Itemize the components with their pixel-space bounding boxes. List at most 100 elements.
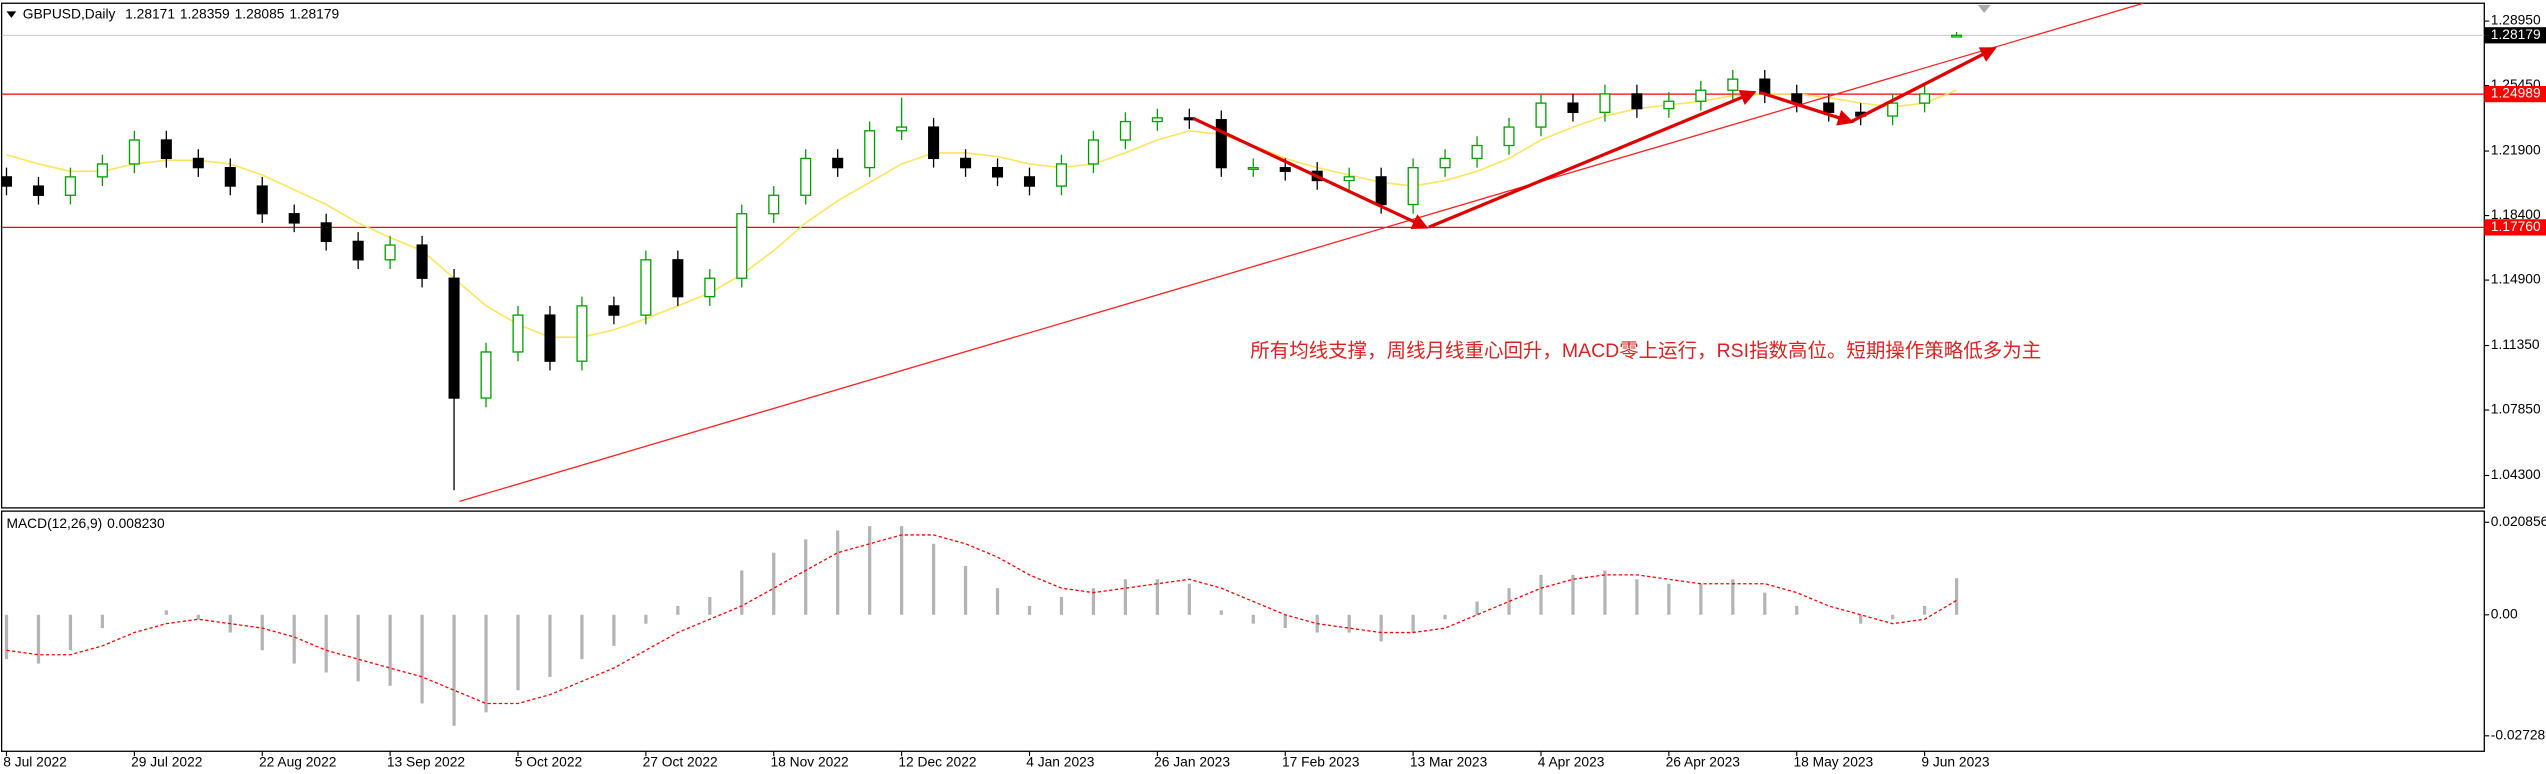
ohlc-low: 1.28085 xyxy=(235,6,285,21)
x-tick-label: 13 Mar 2023 xyxy=(1410,754,1488,769)
candle-body xyxy=(320,222,332,243)
annotation: 所有均线支撑，周线月线重心回升，MACD零上运行，RSI指数高位。短期操作策略低… xyxy=(1250,340,2041,362)
candle-body xyxy=(1567,102,1579,113)
y2-tick-label: -0.02728 xyxy=(2491,727,2546,742)
candle-body xyxy=(1183,117,1195,121)
candle-body xyxy=(1439,157,1451,169)
y-tick-label: 1.21900 xyxy=(2491,143,2541,158)
candle-body xyxy=(1279,166,1291,172)
candle-body xyxy=(1503,126,1515,147)
candle-body xyxy=(224,166,236,187)
candle-body xyxy=(1375,176,1387,206)
y-tick-label: 1.07850 xyxy=(2491,402,2541,417)
level-label: 1.24989 xyxy=(2491,86,2541,101)
price-label-box xyxy=(2484,27,2546,44)
candle-body xyxy=(704,277,716,298)
x-tick-label: 4 Apr 2023 xyxy=(1538,754,1605,769)
x-tick-label: 26 Apr 2023 xyxy=(1666,754,1741,769)
candle-body xyxy=(960,157,972,169)
candle-body xyxy=(1919,93,1931,104)
candle-body xyxy=(1055,163,1067,187)
candle-body xyxy=(1727,78,1739,91)
level-label: 1.17760 xyxy=(2491,219,2541,234)
candle-body xyxy=(1151,117,1163,123)
candle-body xyxy=(512,314,524,353)
ohlc-open: 1.28171 xyxy=(125,6,175,21)
candle-body xyxy=(160,139,172,160)
annotation-arrows xyxy=(1192,47,1997,230)
x-tick-label: 27 Oct 2022 xyxy=(643,754,718,769)
arrow xyxy=(1428,89,1757,229)
candle-body xyxy=(1215,119,1227,169)
candle-body xyxy=(480,351,492,399)
macd-hist-readout: 0.008230 xyxy=(107,516,165,531)
x-tick-label: 26 Jan 2023 xyxy=(1154,754,1230,769)
y2-tick-label: 0.020856 xyxy=(2491,514,2546,529)
candle-body xyxy=(800,157,812,196)
candle-body xyxy=(864,130,876,169)
macd-panel xyxy=(0,510,2485,752)
moving-average xyxy=(6,89,1957,339)
candle-body xyxy=(544,314,556,362)
candle-body xyxy=(1471,144,1483,160)
candle-body xyxy=(672,259,684,298)
arrow xyxy=(1759,90,1855,126)
candle-body xyxy=(1023,176,1036,187)
arrow xyxy=(1192,116,1429,230)
candle-body xyxy=(32,185,44,196)
x-tick-label: 22 Aug 2022 xyxy=(259,754,336,769)
candle-body xyxy=(288,213,300,224)
candle-body xyxy=(928,126,940,160)
candle-body xyxy=(832,157,844,169)
y-tick-label: 1.11350 xyxy=(2491,337,2540,352)
candle-body xyxy=(768,194,780,215)
x-tick-label: 18 May 2023 xyxy=(1793,754,1873,769)
candle-body xyxy=(1823,102,1835,113)
shift-marker xyxy=(1977,4,1991,13)
candle-body xyxy=(1695,89,1707,102)
x-tick-label: 4 Jan 2023 xyxy=(1026,754,1095,769)
candle-body xyxy=(0,176,13,187)
x-tick-label: 8 Jul 2022 xyxy=(3,754,67,769)
x-tick-label: 17 Feb 2023 xyxy=(1282,754,1360,769)
candle-body xyxy=(256,185,268,215)
x-tick-label: 13 Sep 2022 xyxy=(387,754,465,769)
header-icon xyxy=(6,11,17,18)
candle-body xyxy=(128,139,140,165)
candle-body xyxy=(416,244,428,279)
level-label-box xyxy=(2484,219,2546,236)
candle-body xyxy=(736,213,748,279)
candle-body xyxy=(640,259,652,316)
level-label-box xyxy=(2484,85,2546,103)
x-tick-label: 9 Jun 2023 xyxy=(1921,754,1990,769)
y2-tick-label: 0.00 xyxy=(2491,606,2518,621)
candle-body xyxy=(448,277,460,399)
candle-body xyxy=(1087,139,1099,165)
y-tick-label: 1.28950 xyxy=(2491,13,2541,28)
macd-header: MACD(12,26,9) 0.008230 xyxy=(6,516,164,531)
y-tick-label: 1.14900 xyxy=(2491,272,2541,287)
candle-body xyxy=(1951,34,1963,38)
candle-body xyxy=(64,176,76,196)
candle-body xyxy=(352,240,364,261)
x-tick-label: 12 Dec 2022 xyxy=(898,754,976,769)
header: GBPUSD,Daily 1.28171 1.28359 1.28085 1.28179 xyxy=(23,6,340,21)
y-tick-label: 1.18400 xyxy=(2491,207,2541,222)
candle-body xyxy=(896,126,908,132)
x-tick-label: 18 Nov 2022 xyxy=(770,754,848,769)
candle-body xyxy=(1887,102,1899,117)
macd-label: MACD(12,26,9) xyxy=(6,516,102,531)
plot-layer: 1.289501.254501.219001.184001.149001.113… xyxy=(0,13,2546,769)
candle-body xyxy=(384,244,396,261)
candle-body xyxy=(1535,102,1547,128)
x-tick-label: 5 Oct 2022 xyxy=(515,754,582,769)
ohlc-high: 1.28359 xyxy=(180,6,230,21)
candle-body xyxy=(1247,166,1259,170)
price-label: 1.28179 xyxy=(2491,27,2541,42)
arrow xyxy=(1850,47,1997,124)
candle-body xyxy=(96,163,108,178)
symbol: GBPUSD,Daily xyxy=(23,6,116,21)
ohlc-close: 1.28179 xyxy=(289,6,339,21)
x-tick-label: 29 Jul 2022 xyxy=(131,754,202,769)
